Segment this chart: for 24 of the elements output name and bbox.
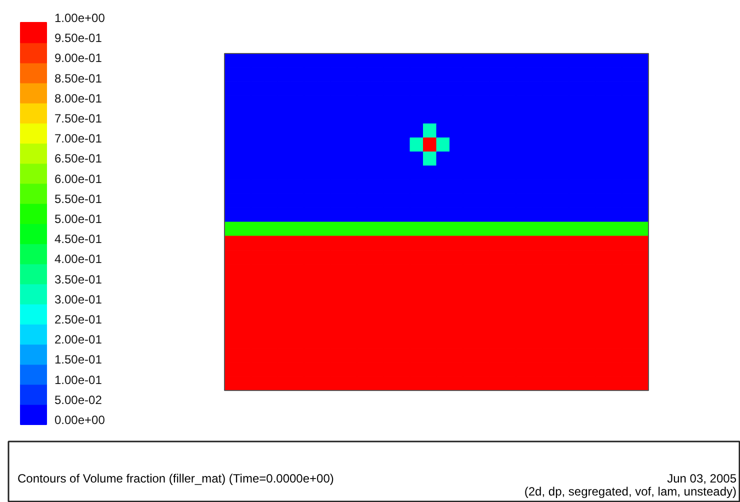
text: Jun 03, 2005 [667,472,737,486]
color-bar-label: 1.00e+00 [54,11,106,25]
color-bar-label: 4.00e-01 [54,252,102,266]
color-bar-label: 7.50e-01 [54,112,102,126]
color-bar-label: 1.50e-01 [54,352,102,367]
color-bar-label: 9.00e-01 [54,51,102,66]
color-bar-label: 8.50e-01 [54,71,102,86]
color-bar-label: 1.00e-01 [54,372,102,387]
color-bar-label: 2.50e-01 [54,312,102,326]
text: Contours of Volume fraction (filler_mat) (Time=0.0000e+00) [18,472,334,486]
text: (2d, dp, segregated, vof, lam, unsteady) [524,484,737,498]
color-bar-label: 2.00e-01 [54,332,102,347]
color-bar-label: 5.50e-01 [54,192,102,206]
color-bar-label: 8.00e-01 [54,91,102,106]
color-bar-label: 6.50e-01 [54,152,102,166]
color-bar-label: 0.00e+00 [54,413,106,427]
color-bar-label: 4.50e-01 [54,232,102,246]
color-bar-label: 5.00e-02 [54,392,102,407]
color-bar-label: 9.50e-01 [54,31,102,46]
color-bar-label: 6.00e-01 [54,172,102,186]
color-bar-label: 3.00e-01 [54,292,102,306]
color-bar-label: 5.00e-01 [54,212,102,226]
color-bar-label: 3.50e-01 [54,272,102,286]
color-bar-label: 7.00e-01 [54,132,102,146]
